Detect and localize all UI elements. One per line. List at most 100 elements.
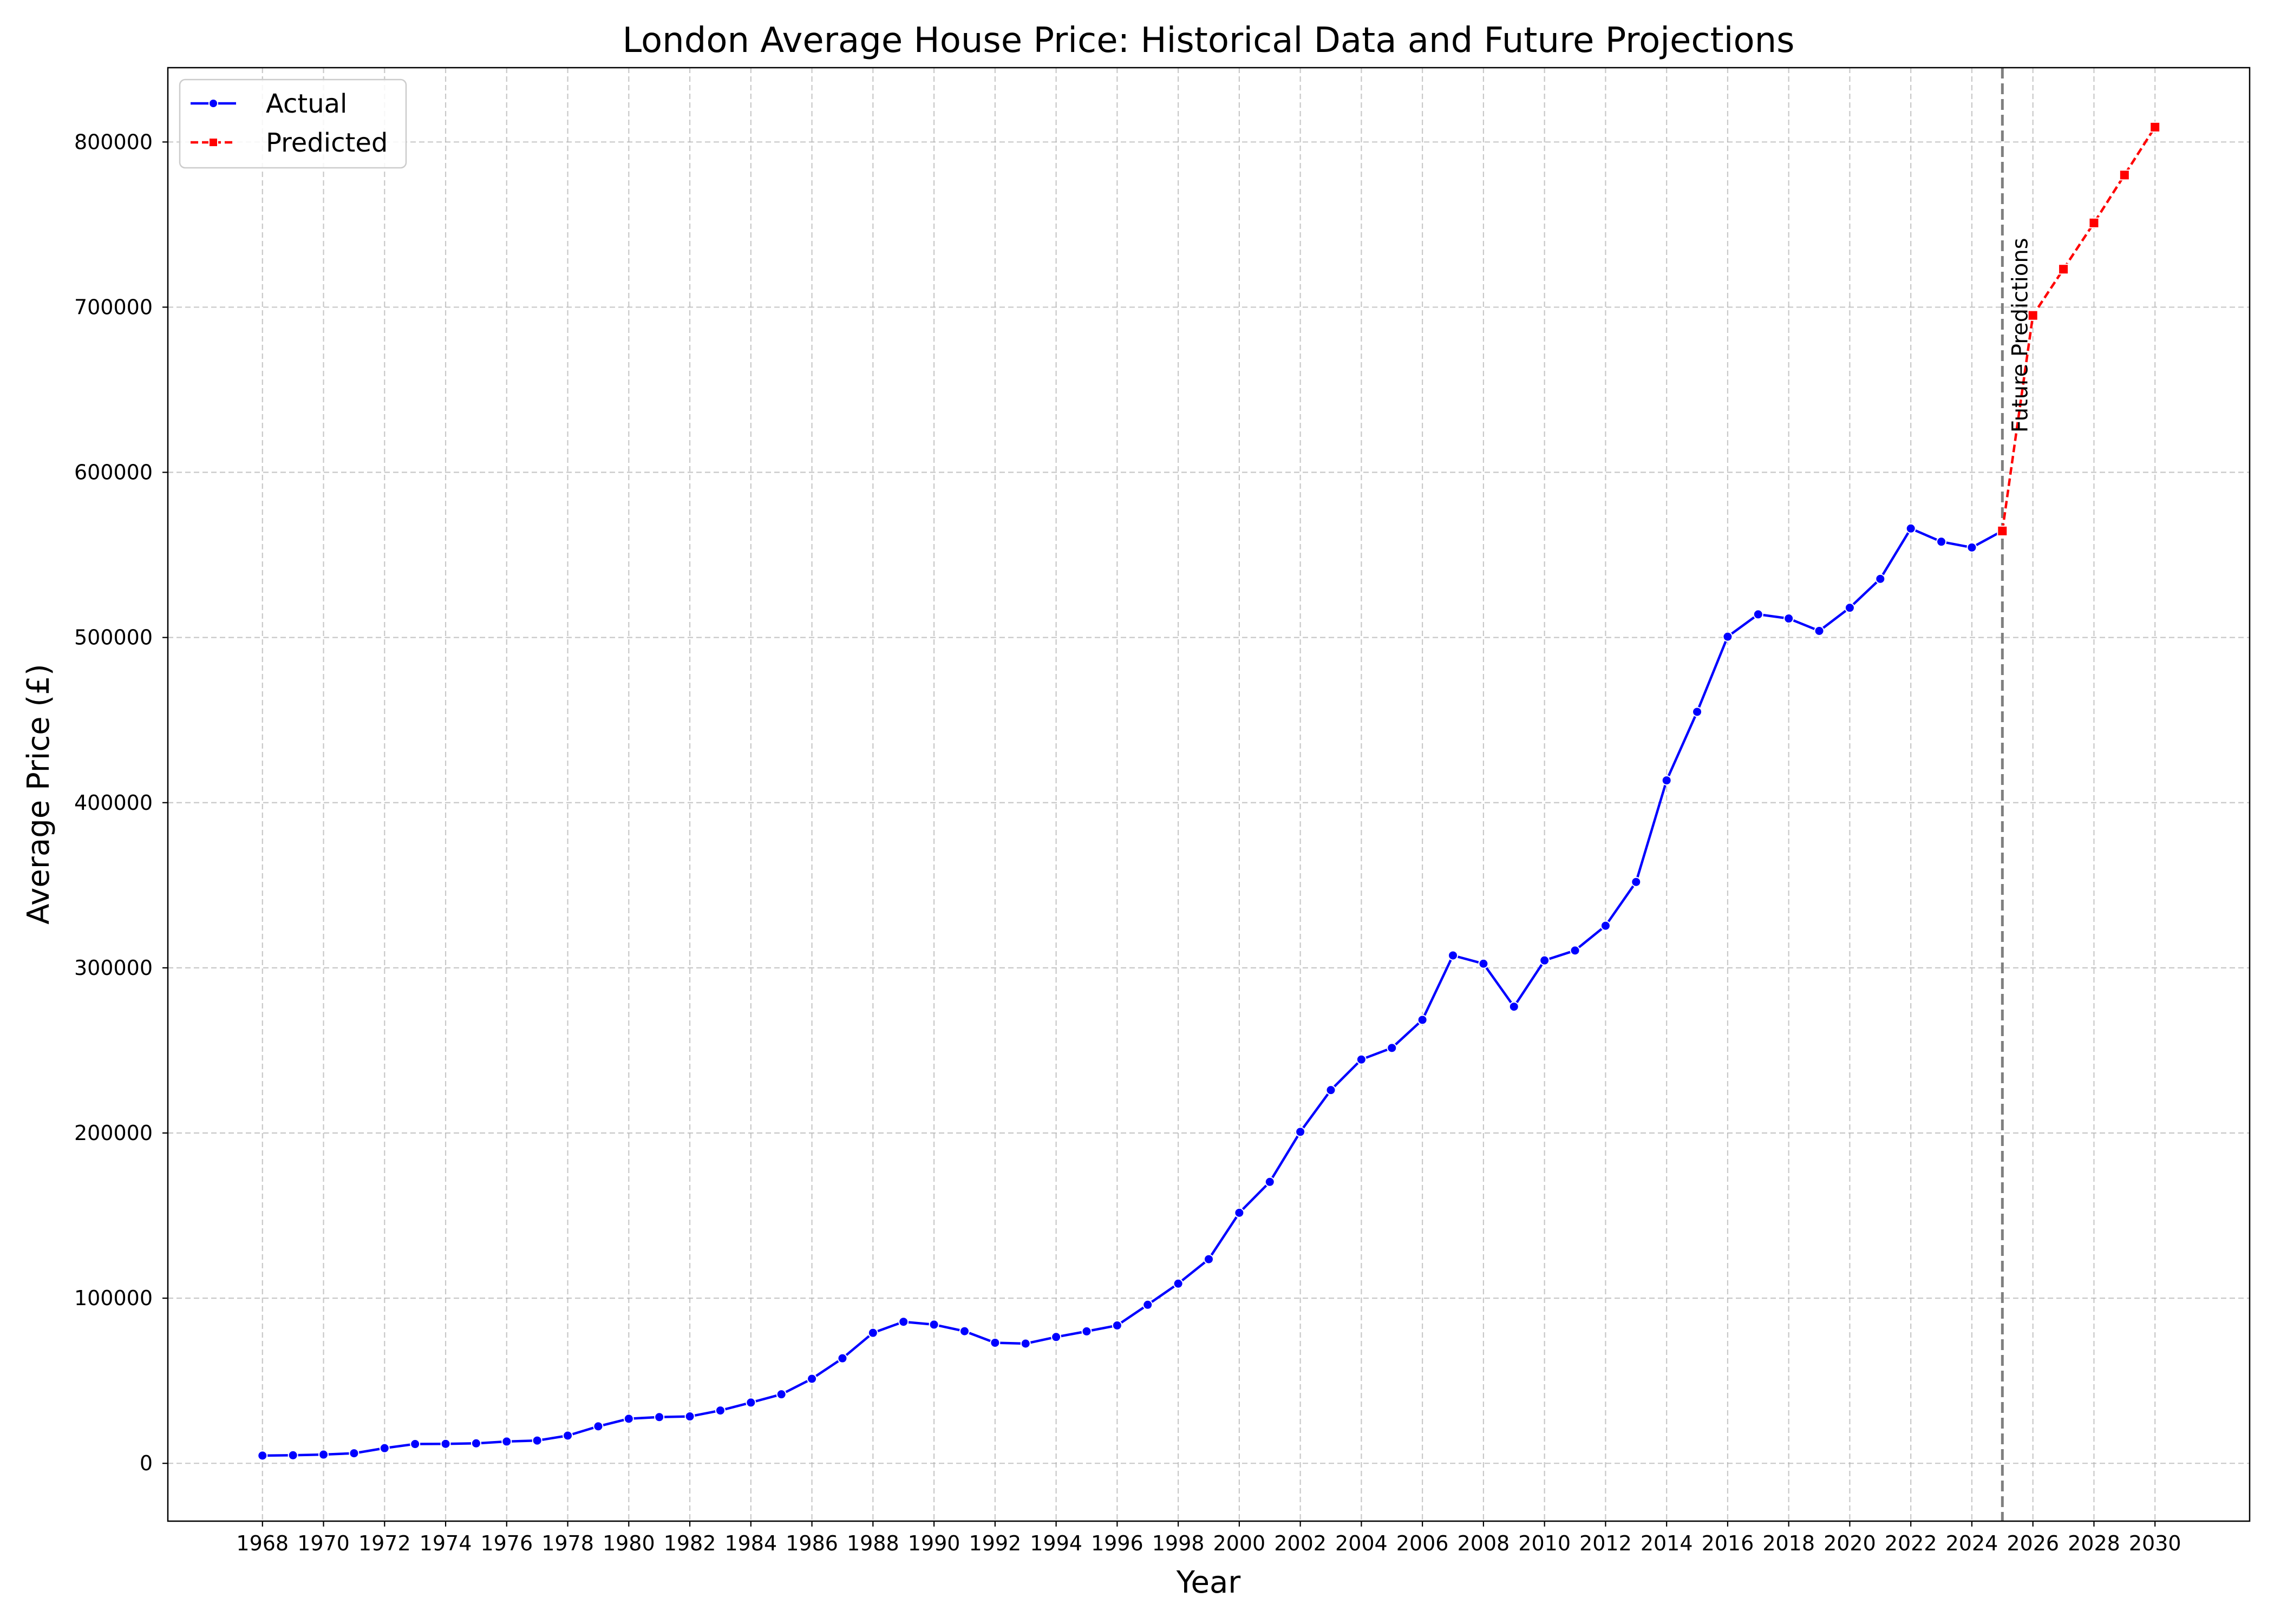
data-point-actual	[898, 1317, 909, 1327]
x-tick-label: 1972	[358, 1531, 411, 1555]
data-point-actual	[1722, 631, 1733, 642]
data-point-actual	[532, 1435, 543, 1446]
data-point-actual	[990, 1337, 1001, 1348]
y-tick-label: 700000	[74, 295, 153, 319]
series-actual	[257, 523, 2008, 1461]
data-point-actual	[593, 1421, 604, 1432]
data-point-actual	[1478, 958, 1489, 969]
legend: Actual Predicted	[179, 78, 407, 169]
data-point-actual	[1356, 1054, 1367, 1065]
data-point-actual	[1448, 950, 1459, 961]
legend-label-predicted: Predicted	[266, 128, 388, 158]
data-point-actual	[1020, 1338, 1031, 1349]
legend-marker-predicted	[208, 137, 218, 147]
y-tick-label: 0	[140, 1451, 153, 1475]
x-tick-label: 1982	[664, 1531, 716, 1555]
x-tick-label: 1976	[480, 1531, 533, 1555]
data-point-actual	[1936, 536, 1947, 547]
x-axis-label: Year	[1176, 1565, 1241, 1600]
x-tick-label: 1978	[541, 1531, 594, 1555]
x-tick-label: 1992	[969, 1531, 1021, 1555]
data-point-actual	[257, 1450, 268, 1461]
x-tick-label: 1998	[1152, 1531, 1205, 1555]
plot-background	[168, 68, 2250, 1521]
x-tick-label: 2016	[1702, 1531, 1754, 1555]
series-line-actual	[262, 527, 2003, 1457]
plot-frame	[167, 67, 2251, 1522]
data-point-actual	[1905, 523, 1916, 534]
data-point-actual	[1600, 920, 1611, 931]
data-point-actual	[1264, 1176, 1275, 1187]
data-point-actual	[1234, 1207, 1245, 1218]
grid-lines	[168, 68, 2250, 1521]
annotation-future-predictions: Future Predictions	[2008, 238, 2033, 433]
data-point-actual	[1875, 573, 1886, 584]
y-axis-label: Average Price (£)	[21, 664, 56, 925]
data-point-actual	[471, 1438, 481, 1449]
data-point-actual	[1204, 1254, 1214, 1265]
x-tick-label: 1974	[420, 1531, 472, 1555]
y-tick-label: 100000	[74, 1286, 153, 1310]
data-point-actual	[1692, 706, 1703, 717]
data-point-actual	[1539, 955, 1550, 966]
data-point-actual	[1325, 1085, 1336, 1096]
data-point-actual	[1417, 1014, 1428, 1025]
data-point-actual	[654, 1412, 665, 1423]
data-point-actual	[867, 1327, 878, 1338]
x-tick-label: 2022	[1885, 1531, 1937, 1555]
data-point-actual	[1142, 1299, 1153, 1310]
data-point-actual	[959, 1326, 970, 1337]
data-point-actual	[746, 1397, 756, 1408]
data-point-predicted	[2149, 121, 2161, 133]
legend-marker-actual	[208, 99, 218, 108]
x-tick-label: 2028	[2068, 1531, 2120, 1555]
data-point-predicted	[2027, 310, 2038, 321]
data-point-predicted	[1997, 525, 2008, 536]
data-point-actual	[776, 1389, 787, 1400]
x-tick-label: 1994	[1030, 1531, 1082, 1555]
x-tick-label: 1996	[1091, 1531, 1143, 1555]
legend-item-actual: Actual	[191, 89, 347, 119]
x-tick-label: 1986	[786, 1531, 838, 1555]
y-axis-ticks: 0 100000 200000 300000 400000 500000 600000 700…	[74, 130, 168, 1475]
data-point-actual	[440, 1438, 451, 1449]
data-point-actual	[1814, 625, 1825, 636]
data-point-actual	[349, 1448, 360, 1459]
y-tick-label: 500000	[74, 626, 153, 650]
data-point-actual	[318, 1449, 329, 1460]
x-tick-label: 2024	[1946, 1531, 1998, 1555]
legend-label-actual: Actual	[266, 89, 347, 119]
y-tick-label: 400000	[74, 791, 153, 815]
data-point-actual	[684, 1411, 695, 1422]
x-tick-label: 2006	[1396, 1531, 1449, 1555]
data-point-actual	[929, 1319, 939, 1330]
x-tick-label: 1980	[603, 1531, 655, 1555]
x-tick-label: 2000	[1213, 1531, 1266, 1555]
data-point-actual	[1753, 609, 1763, 620]
legend-item-predicted: Predicted	[191, 128, 388, 158]
data-point-actual	[287, 1450, 298, 1461]
data-point-predicted	[2088, 217, 2100, 228]
y-tick-label: 300000	[74, 956, 153, 980]
data-point-actual	[837, 1353, 848, 1364]
data-point-actual	[623, 1413, 634, 1424]
series-predicted	[1997, 121, 2161, 536]
x-tick-label: 1984	[724, 1531, 777, 1555]
data-point-predicted	[2119, 169, 2130, 181]
x-tick-label: 2002	[1274, 1531, 1327, 1555]
data-point-actual	[379, 1443, 390, 1453]
data-point-actual	[1295, 1127, 1306, 1137]
data-point-actual	[1081, 1326, 1092, 1337]
x-tick-label: 1970	[297, 1531, 350, 1555]
data-point-actual	[1966, 542, 1977, 553]
data-point-actual	[1783, 613, 1794, 624]
x-tick-label: 2014	[1641, 1531, 1693, 1555]
y-tick-label: 200000	[74, 1121, 153, 1145]
data-point-actual	[1387, 1043, 1397, 1053]
y-tick-label: 800000	[74, 130, 153, 154]
chart-title: London Average House Price: Historical D…	[622, 21, 1794, 61]
x-tick-label: 2010	[1518, 1531, 1571, 1555]
data-point-actual	[1051, 1332, 1062, 1343]
